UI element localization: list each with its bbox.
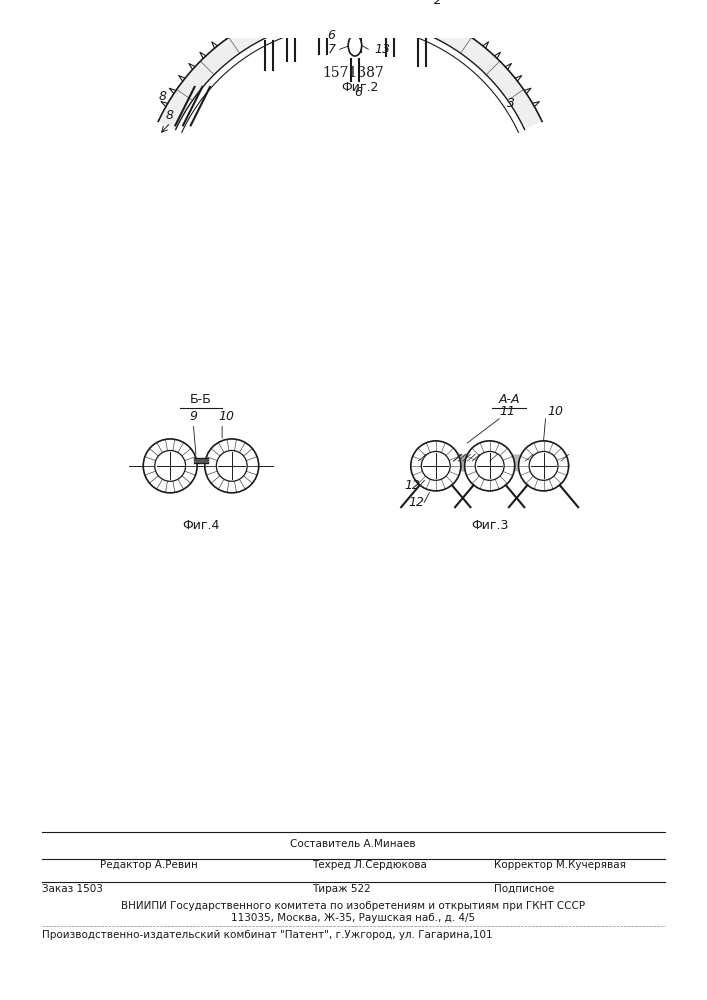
Text: 8: 8 bbox=[158, 90, 167, 103]
Text: Фиг.2: Фиг.2 bbox=[341, 81, 378, 94]
Text: Редактор А.Ревин: Редактор А.Ревин bbox=[100, 860, 198, 870]
Text: 10: 10 bbox=[218, 410, 234, 423]
Circle shape bbox=[144, 439, 197, 493]
Text: 12: 12 bbox=[404, 479, 421, 492]
PathPatch shape bbox=[158, 0, 542, 130]
Circle shape bbox=[411, 441, 461, 491]
Text: Производственно-издательский комбинат "Патент", г.Ужгород, ул. Гагарина,101: Производственно-издательский комбинат "П… bbox=[42, 930, 493, 940]
Circle shape bbox=[529, 451, 558, 480]
Circle shape bbox=[475, 451, 504, 480]
Circle shape bbox=[464, 441, 515, 491]
Text: Тираж 522: Тираж 522 bbox=[312, 884, 370, 894]
Text: ВНИИПИ Государственного комитета по изобретениям и открытиям при ГКНТ СССР: ВНИИПИ Государственного комитета по изоб… bbox=[121, 901, 585, 911]
Text: Составитель А.Минаев: Составитель А.Минаев bbox=[290, 839, 416, 849]
Circle shape bbox=[205, 439, 259, 493]
Text: 6: 6 bbox=[354, 86, 362, 99]
Text: 10: 10 bbox=[547, 405, 563, 418]
Text: 3: 3 bbox=[507, 97, 515, 110]
Text: Корректор М.Кучерявая: Корректор М.Кучерявая bbox=[494, 860, 626, 870]
Polygon shape bbox=[457, 453, 468, 471]
Text: 9: 9 bbox=[189, 410, 197, 423]
Text: 2: 2 bbox=[434, 0, 443, 7]
Circle shape bbox=[155, 450, 185, 481]
Text: 113035, Москва, Ж-35, Раушская наб., д. 4/5: 113035, Москва, Ж-35, Раушская наб., д. … bbox=[231, 913, 475, 923]
Text: 13: 13 bbox=[374, 43, 390, 56]
Circle shape bbox=[216, 450, 247, 481]
Circle shape bbox=[421, 451, 450, 480]
Polygon shape bbox=[414, 453, 565, 471]
Ellipse shape bbox=[349, 35, 362, 56]
Text: Б-Б: Б-Б bbox=[190, 393, 212, 406]
Circle shape bbox=[518, 441, 568, 491]
Text: Техред Л.Сердюкова: Техред Л.Сердюкова bbox=[312, 860, 426, 870]
Text: А-А: А-А bbox=[498, 393, 520, 406]
Text: 8: 8 bbox=[165, 109, 173, 122]
Text: Фиг.4: Фиг.4 bbox=[182, 519, 220, 532]
Text: Фиг.3: Фиг.3 bbox=[471, 519, 508, 532]
Text: 12: 12 bbox=[408, 496, 424, 509]
Text: Подписное: Подписное bbox=[494, 884, 555, 894]
Text: Заказ 1503: Заказ 1503 bbox=[42, 884, 103, 894]
Text: 6: 6 bbox=[328, 29, 336, 42]
Text: 1571387: 1571387 bbox=[322, 66, 384, 80]
Text: 7: 7 bbox=[328, 43, 336, 56]
Text: 11: 11 bbox=[499, 405, 515, 418]
